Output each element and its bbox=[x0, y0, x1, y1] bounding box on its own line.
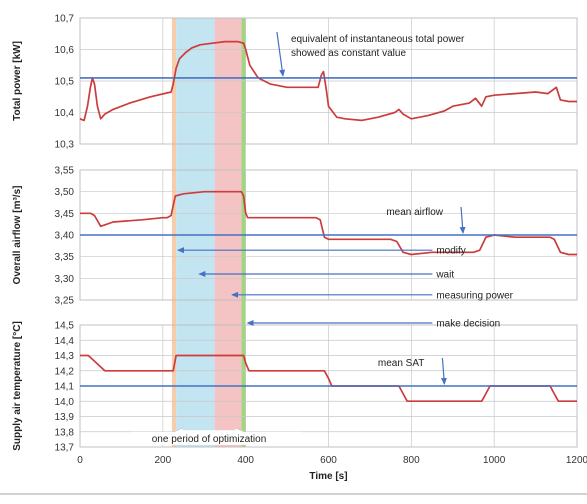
x-tick-label: 1200 bbox=[566, 455, 587, 466]
panel-0: 10,3 10,4 10,5 10,6 10,7 Total power [kW] equi… bbox=[12, 14, 578, 151]
y-tick-label: 10,5 bbox=[55, 77, 75, 88]
x-tick-label: 0 bbox=[77, 455, 83, 466]
phase-band-0 bbox=[171, 18, 177, 447]
annotation-arrow bbox=[459, 206, 466, 234]
annotation-arrow bbox=[440, 357, 447, 385]
y-tick-label: 13,7 bbox=[55, 443, 75, 454]
phase-band-2 bbox=[214, 18, 242, 447]
y-tick-label: 3,40 bbox=[55, 231, 75, 242]
phase-band-3 bbox=[241, 18, 246, 447]
phase-label: wait bbox=[435, 270, 454, 281]
x-tick-label: 200 bbox=[154, 455, 171, 466]
y-tick-label: 14,5 bbox=[55, 321, 75, 332]
phase-label: measuring power bbox=[436, 290, 513, 301]
y-tick-label: 10,6 bbox=[55, 45, 75, 56]
measured-series-line bbox=[79, 40, 577, 122]
annotation-text: equivalent of instantaneous total power bbox=[291, 34, 465, 45]
annotation-text: mean airflow bbox=[386, 207, 443, 218]
period-label-bg bbox=[131, 431, 302, 445]
y-tick-label: 3,45 bbox=[55, 209, 75, 220]
y-tick-label: 3,25 bbox=[55, 296, 75, 307]
y-tick-label: 10,7 bbox=[55, 14, 75, 25]
y-tick-label: 10,4 bbox=[55, 108, 75, 119]
annotation-text: mean SAT bbox=[378, 358, 425, 369]
x-tick-label: 1000 bbox=[483, 455, 506, 466]
period-label: one period of optimization bbox=[152, 434, 267, 445]
y-tick-label: 3,50 bbox=[55, 187, 75, 198]
phase-label: make decision bbox=[436, 319, 500, 330]
y-axis-label: Supply air temperature [°C] bbox=[12, 321, 23, 451]
x-axis-label: Time [s] bbox=[309, 471, 347, 482]
y-tick-label: 14,1 bbox=[55, 382, 75, 393]
y-tick-label: 13,8 bbox=[55, 427, 75, 438]
y-tick-label: 3,55 bbox=[55, 166, 75, 177]
annotation-arrow bbox=[276, 31, 286, 77]
y-tick-label: 14,3 bbox=[55, 351, 75, 362]
x-tick-label: 600 bbox=[320, 455, 337, 466]
y-tick-label: 3,30 bbox=[55, 274, 75, 285]
panel-2: 13,7 13,8 13,9 14,0 14,1 14,2 14,3 14,4 14,5 Supp… bbox=[12, 321, 578, 454]
phase-band-1 bbox=[176, 18, 215, 447]
panel-1: 3,25 3,30 3,35 3,40 3,45 3,50 3,55 Overall airf… bbox=[12, 166, 578, 307]
y-tick-label: 14,0 bbox=[55, 397, 75, 408]
phase-label: modify bbox=[436, 246, 465, 257]
x-tick-label: 800 bbox=[403, 455, 420, 466]
y-tick-label: 3,35 bbox=[55, 252, 75, 263]
y-tick-label: 14,2 bbox=[55, 366, 75, 377]
x-tick-label: 400 bbox=[237, 455, 254, 466]
y-tick-label: 14,4 bbox=[55, 336, 75, 347]
y-tick-label: 10,3 bbox=[55, 140, 75, 151]
y-axis-label: Total power [kW] bbox=[12, 41, 23, 121]
annotation-text: showed as constant value bbox=[291, 48, 407, 59]
y-tick-label: 13,9 bbox=[55, 412, 75, 423]
y-axis-label: Overall airflow [m³/s] bbox=[12, 186, 23, 285]
